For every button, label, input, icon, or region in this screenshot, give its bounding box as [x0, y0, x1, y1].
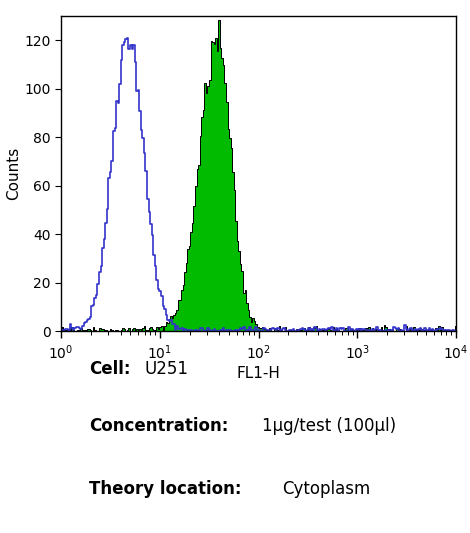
Y-axis label: Counts: Counts — [7, 147, 22, 200]
X-axis label: FL1-H: FL1-H — [236, 366, 281, 381]
Text: Theory location:: Theory location: — [89, 480, 241, 498]
Text: U251: U251 — [144, 360, 188, 378]
Text: 1μg/test (100μl): 1μg/test (100μl) — [262, 417, 397, 435]
Text: Concentration:: Concentration: — [89, 417, 228, 435]
Text: Cell:: Cell: — [89, 360, 130, 378]
Text: Cytoplasm: Cytoplasm — [282, 480, 370, 498]
